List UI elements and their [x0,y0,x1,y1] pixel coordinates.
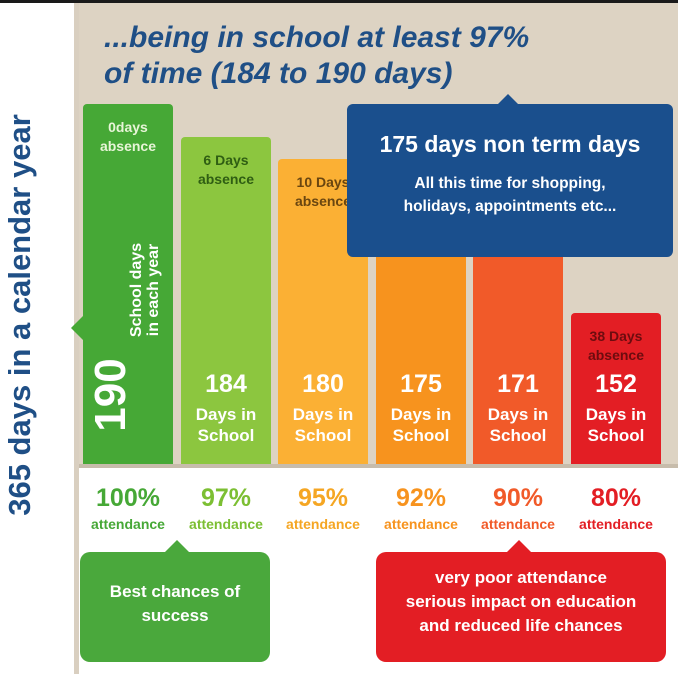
absence-line2: absence [587,347,645,363]
days-in-line1: Days in [195,405,257,424]
days-in-school-label: Days in School [376,404,466,446]
days-in-school-value: 175 [400,370,442,398]
best-chances-box: Best chances of success [80,552,270,662]
bar-absence-label: 0days absence [83,118,173,156]
attendance-percent: 92% [395,484,447,512]
headline-line2: of time (184 to 190 days) [104,57,453,90]
red-box-line2: serious impact on education [405,592,637,611]
school-days-caption-line2: in each year [145,243,162,337]
bar-notch [71,316,83,340]
days-in-school-label: Days in School [181,404,271,446]
bar-190: 0days absence 190 School days in each year [71,104,173,468]
school-days-caption: School days in each year [128,243,162,337]
poor-attendance-box: very poor attendance serious impact on e… [376,552,666,662]
green-box-pointer [165,540,189,552]
bar-absence-label: 6 Days absence [181,151,271,189]
days-in-school-value: 152 [595,370,637,398]
attendance-percent: 97% [200,484,252,512]
attendance-percent: 90% [492,484,544,512]
top-border [0,0,678,3]
days-in-line1: Days in [390,405,452,424]
attendance-word: attendance [384,516,458,532]
days-in-school-value: 180 [302,370,344,398]
callout-body: All this time for shopping, holidays, ap… [347,172,673,218]
callout-title: 175 days non term days [379,131,641,157]
bar-152: 38 Days absence 152 Days in School [571,313,661,468]
callout-line2: holidays, appointments etc... [403,198,617,215]
attendance-percent: 95% [297,484,349,512]
days-in-school-value: 184 [205,370,247,398]
side-label-text: 365 days in a calendar year [2,114,37,516]
days-in-line1: Days in [292,405,354,424]
attendance-word: attendance [481,516,555,532]
headline: ...being in school at least 97% of time … [104,20,529,92]
bar-absence-label: 38 Days absence [571,327,661,365]
callout-line1: All this time for shopping, [414,175,606,192]
days-in-line2: School [489,426,547,445]
days-in-school-label: Days in School [571,404,661,446]
absence-line2: absence [99,138,157,154]
days-in-school-label: Days in School [278,404,368,446]
days-in-line2: School [294,426,352,445]
green-box-line2: success [141,606,209,625]
days-in-line2: School [197,426,255,445]
non-term-days-callout: 175 days non term days All this time for… [347,104,673,257]
days-in-school-value: 171 [497,370,539,398]
red-box-line1: very poor attendance [435,568,607,587]
school-days-total: 190 [86,358,135,432]
days-in-line1: Days in [487,405,549,424]
absence-line2: absence [197,171,255,187]
bar-absence-label: 10 Days absence [278,173,368,211]
chart-baseline [79,464,678,468]
absence-line1: 0days [108,119,148,135]
red-box-pointer [507,540,531,552]
absence-line1: 6 Days [203,152,249,168]
attendance-word: attendance [91,516,165,532]
days-in-school-label: Days in School [473,404,563,446]
days-in-line2: School [392,426,450,445]
school-days-caption-line1: School days [128,242,145,338]
bar-184: 6 Days absence 184 Days in School [181,137,271,468]
absence-line1: 38 Days [589,328,643,344]
red-box-line3: and reduced life chances [419,616,623,635]
days-in-line1: Days in [585,405,647,424]
headline-line1: ...being in school at least 97% [104,21,530,54]
green-box-line1: Best chances of [109,582,241,601]
sidebar [0,3,74,674]
absence-line2: absence [294,193,352,209]
attendance-percent: 100% [96,484,160,512]
absence-line1: 10 Days [296,174,350,190]
attendance-word: attendance [189,516,263,532]
attendance-percent: 80% [590,484,642,512]
attendance-word: attendance [286,516,360,532]
days-in-line2: School [587,426,645,445]
attendance-word: attendance [579,516,653,532]
